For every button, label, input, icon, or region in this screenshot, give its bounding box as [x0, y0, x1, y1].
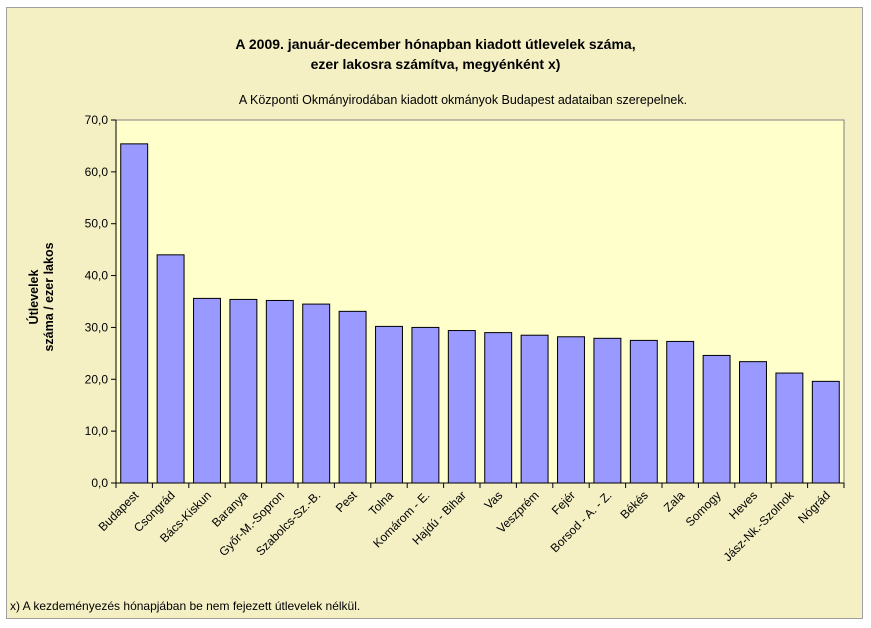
y-axis: 0,0 10,0 20,0 30,0 40,0 50,0 60,0 70,0: [85, 113, 117, 490]
bar-15: [666, 340, 695, 484]
y-tick-label: 20,0: [85, 372, 109, 386]
y-tick-label: 30,0: [85, 320, 109, 334]
bar-16: [702, 354, 731, 484]
plot-background: [115, 119, 845, 484]
bar-8: [411, 326, 440, 484]
bar-1: [156, 254, 185, 484]
bar-11: [520, 334, 549, 484]
y-tick-label: 10,0: [85, 424, 109, 438]
footnote: x) A kezdeményezés hónapjában be nem fej…: [10, 599, 361, 613]
bar-10: [484, 332, 513, 484]
chart-title: A 2009. január-december hónapban kiadott…: [7, 34, 864, 74]
x-category-label: Fejér: [549, 488, 578, 517]
bar-18: [775, 372, 804, 484]
x-category-label: Zala: [661, 488, 688, 515]
bar-5: [302, 303, 331, 484]
bar-12: [557, 336, 585, 484]
x-category-label: Vas: [481, 488, 505, 512]
chart-area: A 2009. január-december hónapban kiadott…: [6, 7, 863, 619]
chart-svg: 0,0 10,0 20,0 30,0 40,0 50,0 60,0 70,0 Budapest…: [26, 113, 845, 564]
bar-9: [447, 330, 476, 484]
chart-title-line-2: ezer lakosra számítva, megyénként x): [310, 56, 561, 72]
bar-14: [629, 339, 658, 484]
x-category-label: Győr-M.-Sopron: [216, 488, 287, 559]
y-tick-label: 60,0: [85, 165, 109, 179]
x-category-label: Tolna: [366, 488, 396, 518]
y-axis-label-line-1: Útlevelek: [26, 270, 41, 325]
bar-17: [739, 361, 767, 484]
bar-4: [265, 299, 294, 484]
bar-6: [338, 310, 367, 484]
y-axis-label-line-2: száma / ezer lakos: [42, 242, 56, 351]
bars-group: [120, 143, 840, 484]
bar-7: [375, 325, 403, 484]
x-category-label: Békés: [617, 488, 650, 521]
x-category-label: Somogy: [683, 488, 724, 529]
y-tick-label: 70,0: [85, 113, 109, 127]
bar-2: [193, 297, 221, 484]
bar-3: [229, 298, 258, 484]
chart-subtitle: A Központi Okmányirodában kiadott okmány…: [238, 93, 688, 107]
chart-title-line-1: A 2009. január-december hónapban kiadott…: [235, 36, 636, 52]
y-tick-label: 40,0: [85, 269, 109, 283]
x-axis: BudapestCsongrádBács-KiskunBaranyaGyőr-M…: [96, 482, 845, 564]
bar-0: [120, 143, 149, 484]
x-category-label: Heves: [726, 488, 760, 522]
y-tick-label: 50,0: [85, 217, 109, 231]
bar-13: [593, 337, 622, 484]
bar-19: [811, 380, 840, 484]
y-tick-label: 0,0: [91, 476, 108, 490]
x-category-label: Pest: [333, 488, 360, 515]
x-category-label: Nógrád: [795, 488, 833, 526]
x-category-label: Szabolcs-Sz.-B.: [253, 488, 323, 558]
